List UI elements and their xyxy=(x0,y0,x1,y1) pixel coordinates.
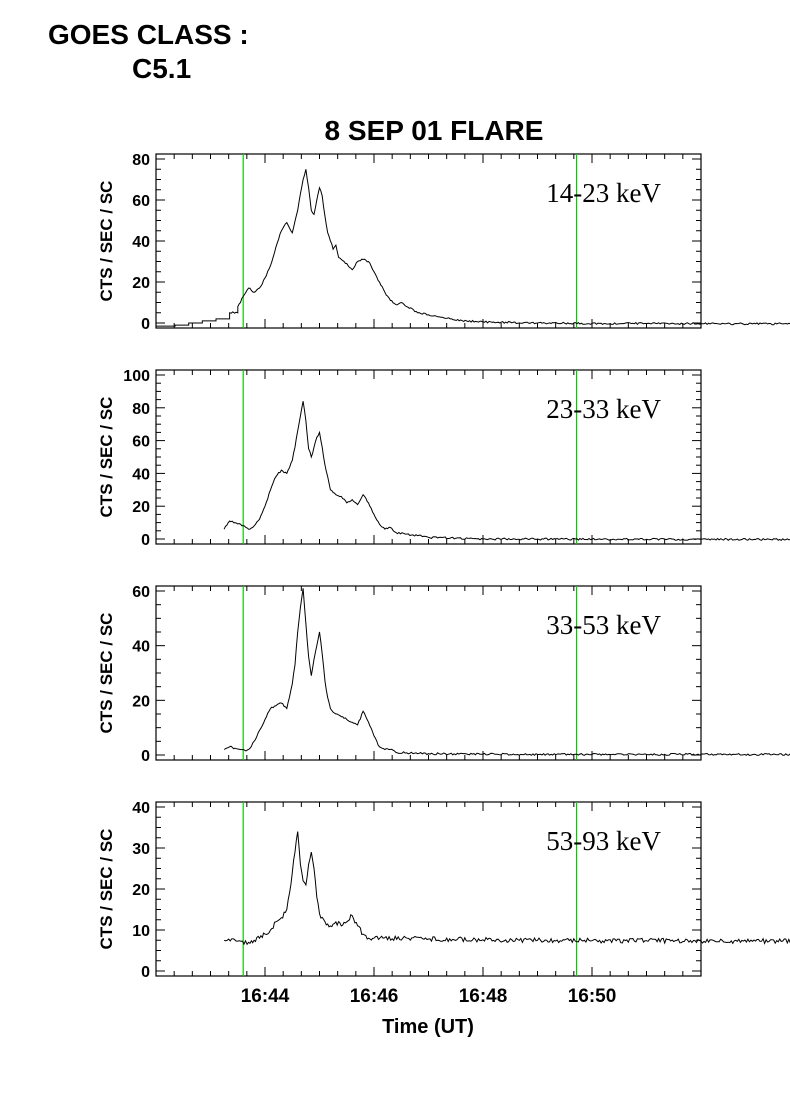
energy-band-label: 23-33 keV xyxy=(546,394,661,424)
panel-1: 0 20 40 60 80 CTS / SEC / SC 14-23 keV xyxy=(97,152,790,333)
y-axis-label: CTS / SEC / SC xyxy=(97,613,116,734)
energy-band-label: 53-93 keV xyxy=(546,826,661,856)
energy-band-label: 33-53 keV xyxy=(546,610,661,640)
y-tick-label: 40 xyxy=(132,800,150,817)
x-tick-label: 16:46 xyxy=(350,986,399,1007)
goes-class-block: GOES CLASS : C5.1 xyxy=(48,18,249,86)
series-line xyxy=(223,401,790,542)
y-tick-label: 40 xyxy=(132,234,150,251)
y-tick-label: 80 xyxy=(132,401,150,418)
series-line xyxy=(223,588,790,757)
y-tick-label: 0 xyxy=(141,748,150,765)
y-tick-label: 0 xyxy=(141,316,150,333)
series-line xyxy=(223,831,790,946)
y-tick-label: 40 xyxy=(132,466,150,483)
energy-band-label: 14-23 keV xyxy=(546,178,661,208)
y-axis-label: CTS / SEC / SC xyxy=(97,829,116,950)
y-tick-label: 20 xyxy=(132,275,150,292)
y-tick-label: 20 xyxy=(132,882,150,899)
x-tick-label: 16:48 xyxy=(459,986,508,1007)
y-tick-label: 40 xyxy=(132,639,150,656)
y-tick-label: 0 xyxy=(141,964,150,981)
y-tick-label: 80 xyxy=(132,152,150,169)
y-tick-label: 20 xyxy=(132,499,150,516)
series-line xyxy=(156,169,790,327)
y-axis-label: CTS / SEC / SC xyxy=(97,181,116,302)
panel-2: 0 20 40 60 80 100 CTS / SEC / SC 23-33 keV xyxy=(97,368,790,549)
chart-title: 8 SEP 01 FLARE xyxy=(325,115,544,146)
panel-3: 0 20 40 60 CTS / SEC / SC 33-53 keV xyxy=(97,584,790,765)
y-tick-label: 30 xyxy=(132,841,150,858)
y-tick-label: 10 xyxy=(132,923,150,940)
x-axis-label: Time (UT) xyxy=(382,1016,474,1038)
y-tick-label: 0 xyxy=(141,532,150,549)
goes-class-value: C5.1 xyxy=(132,53,192,84)
goes-class-label: GOES CLASS : xyxy=(48,19,249,50)
y-tick-label: 20 xyxy=(132,693,150,710)
y-axis-label: CTS / SEC / SC xyxy=(97,397,116,518)
y-tick-label: 100 xyxy=(123,368,150,385)
panel-4: 0 10 20 30 40 CTS / SEC / SC 53-93 keV 16:44 16:… xyxy=(97,800,790,1007)
y-tick-label: 60 xyxy=(132,584,150,601)
y-tick-label: 60 xyxy=(132,434,150,451)
y-tick-label: 60 xyxy=(132,193,150,210)
x-tick-label: 16:44 xyxy=(241,986,290,1007)
panels: 0 20 40 60 80 CTS / SEC / SC 14-23 keV 0 20 40 60 8… xyxy=(97,152,790,1007)
x-tick-label: 16:50 xyxy=(568,986,617,1007)
